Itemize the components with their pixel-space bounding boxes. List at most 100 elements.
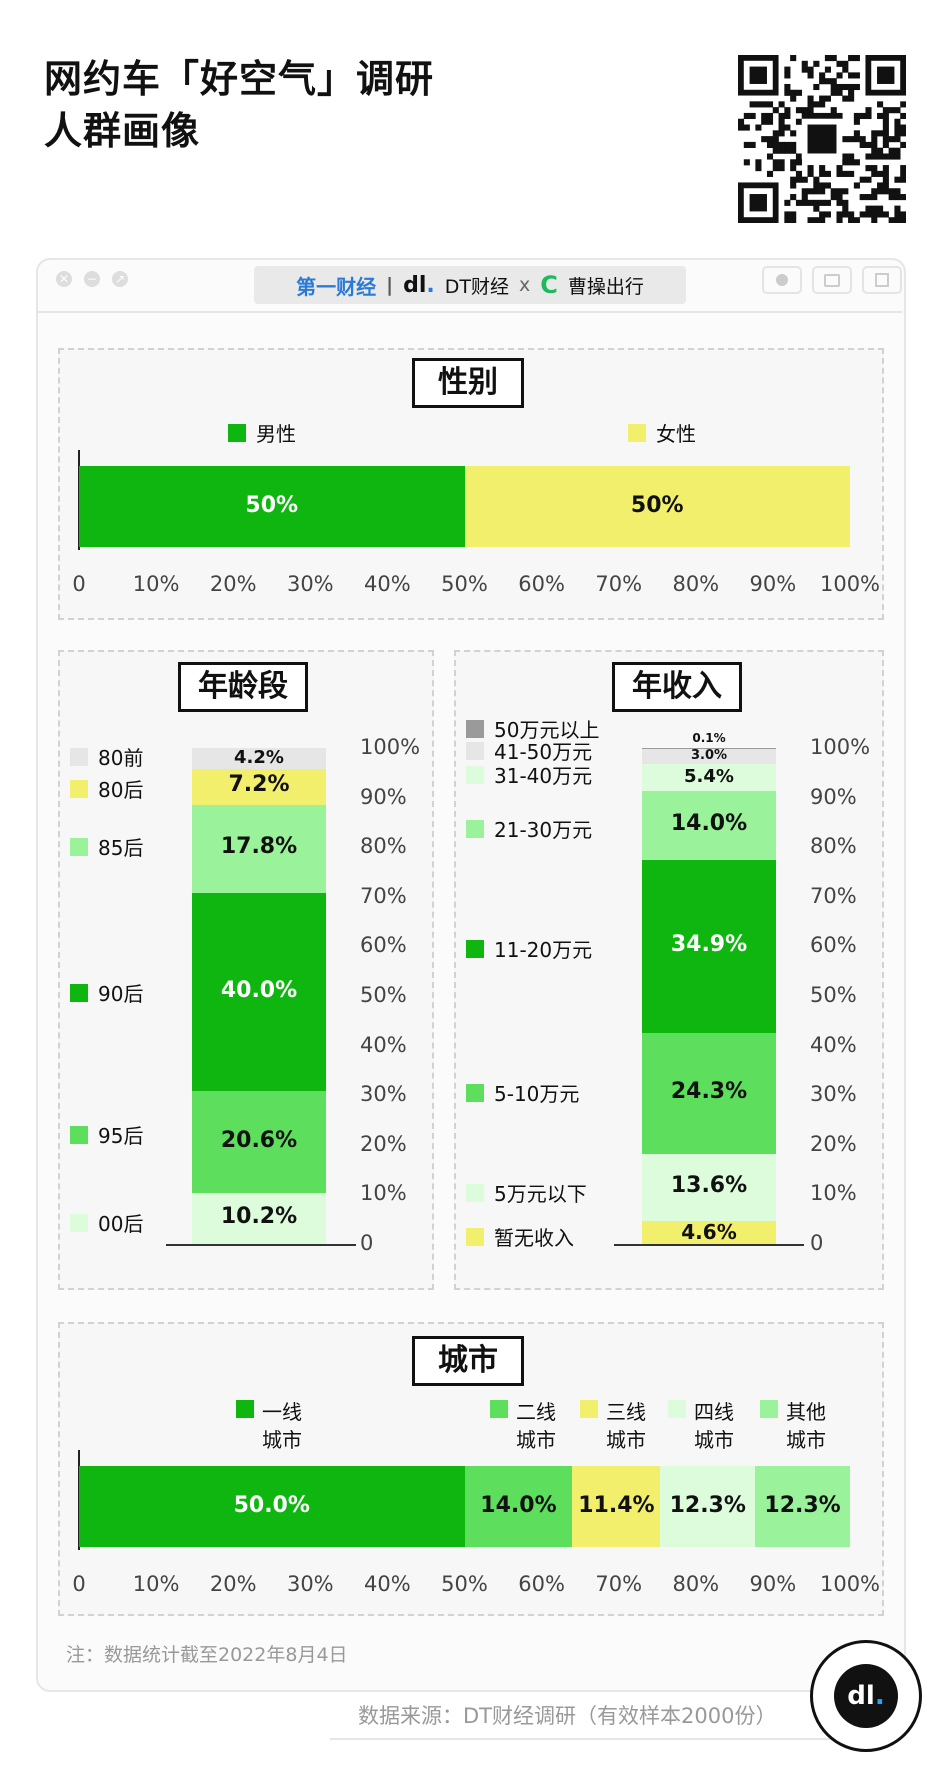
city-legend-bottom-3: 城市	[694, 1428, 734, 1452]
income-legend-item-2: 5-10万元	[466, 1078, 579, 1107]
city-x-tick-5: 50%	[441, 1572, 488, 1596]
gender-x-tick-7: 70%	[595, 572, 643, 596]
city-bar-segment-4: 12.3%	[755, 1466, 850, 1547]
age-bar-segment-label-0: 10.2%	[220, 1204, 298, 1230]
income-legend-swatch-6	[466, 741, 484, 760]
record-icon[interactable]	[762, 266, 802, 294]
income-bar-segment-label-6: 3.0%	[690, 747, 728, 763]
city-bar-segment-label-4: 12.3%	[764, 1492, 841, 1518]
city-legend-bottom-4: 城市	[786, 1428, 826, 1452]
income-bar-segment-2	[642, 1033, 776, 1154]
age-y-tick-1: 10%	[360, 1181, 407, 1206]
city-bar-segment-label-2: 11.4%	[578, 1492, 655, 1518]
age-legend-label-1: 95后	[98, 1124, 144, 1148]
income-legend-item-4: 21-30万元	[466, 814, 592, 843]
age-bar-segment-label-3: 17.8%	[220, 834, 298, 860]
city-bar-segment-label-3: 12.3%	[669, 1492, 746, 1518]
city-x-tick-8: 80%	[672, 1572, 720, 1596]
dt-badge[interactable]: dl.	[810, 1640, 922, 1752]
city-x-tick-3: 30%	[286, 1572, 334, 1596]
city-panel-title: 城市	[412, 1336, 524, 1386]
age-legend-label-0: 00后	[98, 1212, 144, 1236]
income-bar-segment-1	[642, 1153, 776, 1222]
income-bar-segment-6	[642, 748, 776, 764]
gender-x-tick-0: 0	[72, 572, 86, 596]
income-legend-item-1: 5万元以下	[466, 1178, 587, 1207]
income-bar-segment-0	[642, 1221, 776, 1244]
gender-panel-title: 性别	[412, 358, 524, 408]
age-legend-item-3: 85后	[70, 832, 143, 861]
age-bar-segment-label-1: 20.6%	[220, 1128, 298, 1154]
gender-x-tick-6: 60%	[518, 572, 565, 596]
income-legend-label-7: 50万元以上	[494, 718, 600, 742]
city-bar-segment-label-0: 50.0%	[233, 1492, 310, 1518]
gender-bar-segment-0: 50%	[79, 466, 465, 547]
city-x-tick-7: 70%	[595, 1572, 643, 1596]
income-y-tick-10: 100%	[810, 735, 871, 759]
age-legend-item-5: 80前	[70, 742, 143, 771]
income-y-tick-0: 0	[810, 1231, 824, 1255]
gender-x-tick-3: 30%	[286, 572, 334, 596]
city-legend-bottom-1: 城市	[516, 1428, 556, 1452]
age-legend-label-5: 80前	[98, 746, 144, 770]
income-legend: 暂无收入 5万元以下 5-10万元 11-20万元 21-30万元 31-40万元 41-5…	[466, 718, 626, 1260]
age-panel-title: 年龄段	[178, 662, 308, 712]
city-legend-top-2: 三线	[606, 1400, 646, 1424]
city-legend-swatch-0	[236, 1400, 254, 1418]
income-legend-label-2: 5-10万元	[494, 1082, 580, 1106]
age-y-tick-6: 60%	[360, 933, 407, 958]
income-legend-swatch-3	[466, 939, 484, 958]
window-controls: ✕ − ↗	[56, 271, 128, 287]
age-legend-swatch-1	[70, 1125, 88, 1144]
yicai-logo: 第一财经	[296, 274, 377, 299]
camera-icon[interactable]	[812, 266, 852, 294]
city-x-tick-10: 100%	[819, 1572, 881, 1596]
city-legend-top-4: 其他	[786, 1400, 826, 1424]
gender-x-tick-2: 20%	[209, 572, 257, 596]
income-bar-segment-label-4: 14.0%	[670, 811, 748, 837]
city-legend: 一线 城市 二线 城市 三线 城市 四线 城市 其他 城市	[60, 1396, 880, 1456]
brand-x: x	[518, 274, 531, 296]
income-baseline	[614, 1244, 804, 1246]
caocao-brand: 曹操出行	[567, 275, 644, 298]
share-icon[interactable]	[862, 266, 902, 294]
income-legend-label-1: 5万元以下	[494, 1182, 587, 1206]
income-legend-swatch-7	[466, 719, 484, 738]
dt-logo-icon: dl.	[834, 1664, 898, 1728]
page-title-line1: 网约车「好空气」调研	[44, 57, 435, 101]
income-bar-segment-5	[642, 763, 776, 791]
income-y-tick-6: 60%	[810, 933, 857, 958]
gender-x-tick-1: 10%	[132, 572, 180, 596]
income-bar-segment-3	[642, 860, 776, 1034]
city-bar-segment-3: 12.3%	[660, 1466, 756, 1547]
gender-x-ticks: 0 10% 20% 30% 40% 50% 60% 70% 80% 90% 100%	[72, 572, 880, 602]
minimize-icon[interactable]: −	[84, 271, 100, 287]
income-bar-segment-label-2: 24.3%	[670, 1079, 748, 1105]
city-legend-top-3: 四线	[694, 1400, 734, 1424]
close-icon[interactable]: ✕	[56, 271, 72, 287]
gender-bar: 50% 50%	[79, 466, 850, 547]
city-bar: 50.0% 14.0% 11.4% 12.3% 12.3%	[79, 1466, 850, 1547]
age-bar-segment-4	[192, 768, 326, 805]
age-bar-segment-label-4: 7.2%	[228, 772, 290, 798]
income-legend-item-7: 50万元以上	[466, 714, 599, 743]
legend-female-label: 女性	[656, 422, 696, 446]
city-bar-segment-1: 14.0%	[464, 1466, 573, 1547]
income-legend-item-5: 31-40万元	[466, 760, 592, 789]
legend-female: 女性	[628, 418, 696, 447]
income-bar-segment-label-0: 4.6%	[681, 1219, 737, 1244]
age-legend-swatch-0	[70, 1213, 88, 1232]
window-divider	[36, 311, 902, 313]
income-bar-segment-7	[642, 748, 776, 750]
city-x-tick-4: 40%	[364, 1572, 411, 1596]
income-y-tick-7: 70%	[810, 883, 857, 908]
age-baseline	[166, 1244, 356, 1246]
legend-male-swatch	[228, 423, 246, 442]
income-y-tick-9: 90%	[810, 784, 857, 809]
maximize-icon[interactable]: ↗	[112, 271, 128, 287]
gender-x-tick-9: 90%	[749, 572, 797, 596]
data-source: 数据来源：DT财经调研（有效样本2000份）	[358, 1704, 777, 1728]
gender-bar-segment-1: 50%	[464, 466, 850, 547]
income-legend-label-6: 41-50万元	[494, 740, 593, 764]
city-x-tick-6: 60%	[518, 1572, 565, 1596]
